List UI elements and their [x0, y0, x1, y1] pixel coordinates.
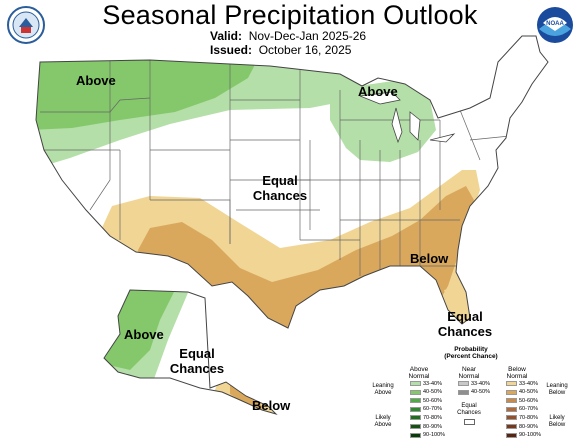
legend-near-range-label: 40-50%	[471, 389, 490, 396]
legend-leaning-below-1: Leaning	[546, 383, 568, 389]
legend-col-above-1: Above	[409, 366, 429, 373]
label-below-alaska: Below	[252, 398, 291, 413]
issued-label: Issued:	[210, 43, 253, 57]
above-light-greatlakes	[330, 80, 436, 162]
legend-near-swatch	[458, 389, 469, 395]
legend-leaning-above-2: Above	[374, 390, 392, 396]
state-boundaries	[36, 60, 511, 276]
legend-equal-chances-2: Chances	[457, 410, 481, 416]
legend-below-range-label: 90-100%	[519, 432, 542, 439]
legend-below-range-label: 40-50%	[519, 389, 538, 396]
legend-above-range-label: 33-40%	[423, 380, 442, 387]
legend-equal-chances-1: Equal	[461, 403, 477, 409]
legend-leaning-below: Leaning Below	[538, 383, 576, 397]
legend-above-range-label: 40-50%	[423, 389, 442, 396]
valid-value: Nov-Dec-Jan 2025-26	[248, 29, 367, 43]
legend-equal-chances: Equal Chances	[454, 403, 484, 417]
legend-above-swatch	[410, 432, 421, 438]
legend-title-1: Probability	[454, 346, 488, 353]
legend-above-swatch	[410, 424, 421, 429]
legend-above-range-label: 70-80%	[423, 414, 442, 421]
legend-near-swatch	[458, 381, 469, 386]
svg-text:NOAA: NOAA	[546, 21, 564, 27]
label-equal-alaska-2: Chances	[169, 361, 225, 376]
legend-below-range-label: 80-90%	[519, 423, 538, 430]
noaa-logo-icon: NOAA	[537, 7, 573, 43]
legend-col-below-2: Normal	[506, 373, 528, 380]
valid-label: Valid:	[210, 29, 243, 43]
legend-below-range-label: 70-80%	[519, 414, 538, 421]
label-equal-florida: Equal Chances	[434, 309, 496, 339]
legend-near-range-label: 33-40%	[471, 380, 490, 387]
legend-above-swatch	[410, 398, 421, 404]
legend-above-swatch	[410, 406, 421, 412]
issued-value: October 16, 2025	[258, 43, 352, 57]
legend-below-swatch	[506, 381, 517, 386]
legend-above-range-label: 50-60%	[423, 397, 442, 404]
legend-likely-above-2: Above	[374, 422, 392, 428]
label-equal-alaska-1: Equal	[179, 346, 215, 361]
page-title: Seasonal Precipitation Outlook	[102, 0, 478, 30]
legend-likely-above: Likely Above	[366, 415, 400, 429]
legend-below-range-label: 50-60%	[519, 397, 538, 404]
issued-line: Issued: October 16, 2025	[210, 43, 351, 57]
legend-col-above-2: Normal	[408, 373, 430, 380]
legend-below-swatch	[506, 398, 517, 404]
label-equal-alaska: Equal Chances	[166, 346, 228, 376]
legend-leaning-above-1: Leaning	[372, 383, 394, 389]
legend-above-swatch	[410, 415, 421, 421]
legend-below-range-label: 60-70%	[519, 406, 538, 413]
label-equal-center: Equal Chances	[252, 173, 308, 203]
doc-seal-icon	[7, 6, 45, 44]
legend-below-swatch	[506, 432, 517, 438]
label-above-west: Above	[76, 73, 116, 88]
legend-below-swatch	[506, 389, 517, 395]
label-equal-florida-2: Chances	[437, 324, 493, 339]
legend-likely-above-1: Likely	[375, 415, 391, 421]
legend-above-swatch	[410, 389, 421, 395]
legend-col-near-1: Near	[461, 366, 477, 373]
legend-below-swatch	[506, 424, 517, 429]
legend-likely-below: Likely Below	[538, 415, 576, 429]
legend-above-range-label: 80-90%	[423, 423, 442, 430]
legend-above-range-label: 90-100%	[423, 432, 446, 439]
label-above-lakes: Above	[358, 84, 398, 99]
legend-leaning-above: Leaning Above	[366, 383, 400, 397]
label-equal-florida-1: Equal	[447, 309, 483, 324]
label-above-alaska: Above	[124, 327, 164, 342]
legend-below-swatch	[506, 406, 517, 412]
legend-col-below-1: Below	[508, 366, 526, 373]
legend-likely-below-2: Below	[548, 422, 566, 428]
label-below-southeast: Below	[410, 251, 449, 266]
legend-likely-below-1: Likely	[549, 415, 565, 421]
legend-above-range-label: 60-70%	[423, 406, 442, 413]
label-equal-center-2: Chances	[252, 188, 308, 203]
legend-below-swatch	[506, 415, 517, 421]
legend: Probability (Percent Chance) Above Norma…	[366, 346, 578, 446]
legend-leaning-below-2: Below	[548, 390, 566, 396]
valid-line: Valid: Nov-Dec-Jan 2025-26	[210, 29, 366, 43]
above-mid-northwest	[36, 50, 260, 130]
legend-equal-swatch	[464, 419, 475, 425]
label-equal-center-1: Equal	[262, 173, 298, 188]
great-lakes	[359, 91, 456, 144]
legend-below-range-label: 33-40%	[519, 380, 538, 387]
legend-title-2: (Percent Chance)	[444, 353, 498, 360]
legend-above-swatch	[410, 381, 421, 386]
legend-col-near-2: Normal	[458, 373, 480, 380]
